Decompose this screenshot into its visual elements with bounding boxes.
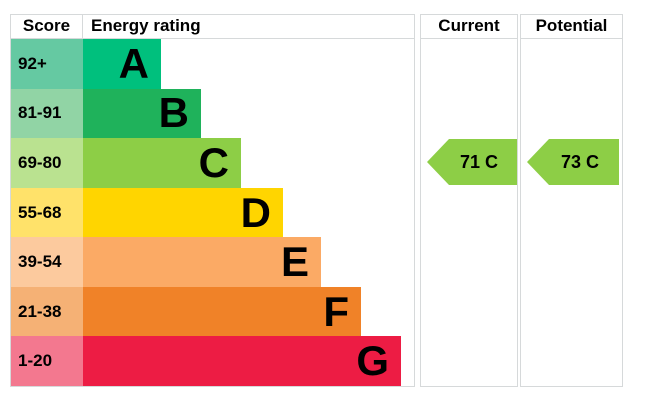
rating-bar-g: G	[83, 336, 401, 387]
rating-bar-a: A	[83, 39, 161, 89]
current-column: Current	[420, 14, 518, 387]
energy-rating-column-header: Energy rating	[91, 16, 201, 35]
potential-rating-arrow: 73 C	[527, 139, 619, 185]
rating-bar-f: F	[83, 286, 361, 337]
score-range-f: 21-38	[11, 286, 83, 337]
rating-bar-b: B	[83, 88, 201, 139]
band-row-d: 55-68 D	[11, 187, 414, 238]
band-row-c: 69-80 C	[11, 138, 414, 188]
score-range-a: 92+	[11, 39, 83, 89]
score-range-d: 55-68	[11, 187, 83, 238]
score-range-g: 1-20	[11, 336, 83, 387]
score-range-c: 69-80	[11, 138, 83, 188]
table-header-row: Score Energy rating	[11, 15, 414, 39]
band-row-a: 92+ A	[11, 39, 414, 89]
energy-rating-table: Score Energy rating 92+ A 81-91 B 69-80 …	[10, 14, 415, 387]
rating-bar-e: E	[83, 237, 321, 287]
potential-column-header: Potential	[521, 15, 622, 39]
score-range-b: 81-91	[11, 88, 83, 139]
band-row-e: 39-54 E	[11, 237, 414, 287]
rating-bar-c: C	[83, 138, 241, 188]
score-column-header: Score	[11, 15, 83, 38]
band-row-g: 1-20 G	[11, 336, 414, 387]
potential-column: Potential	[520, 14, 623, 387]
score-range-e: 39-54	[11, 237, 83, 287]
rating-bar-d: D	[83, 187, 283, 238]
band-row-b: 81-91 B	[11, 88, 414, 139]
band-row-f: 21-38 F	[11, 286, 414, 337]
current-column-header: Current	[421, 15, 517, 39]
current-rating-arrow: 71 C	[427, 139, 517, 185]
band-rows: 92+ A 81-91 B 69-80 C 55-68 D 39-54 E 21…	[11, 39, 414, 387]
